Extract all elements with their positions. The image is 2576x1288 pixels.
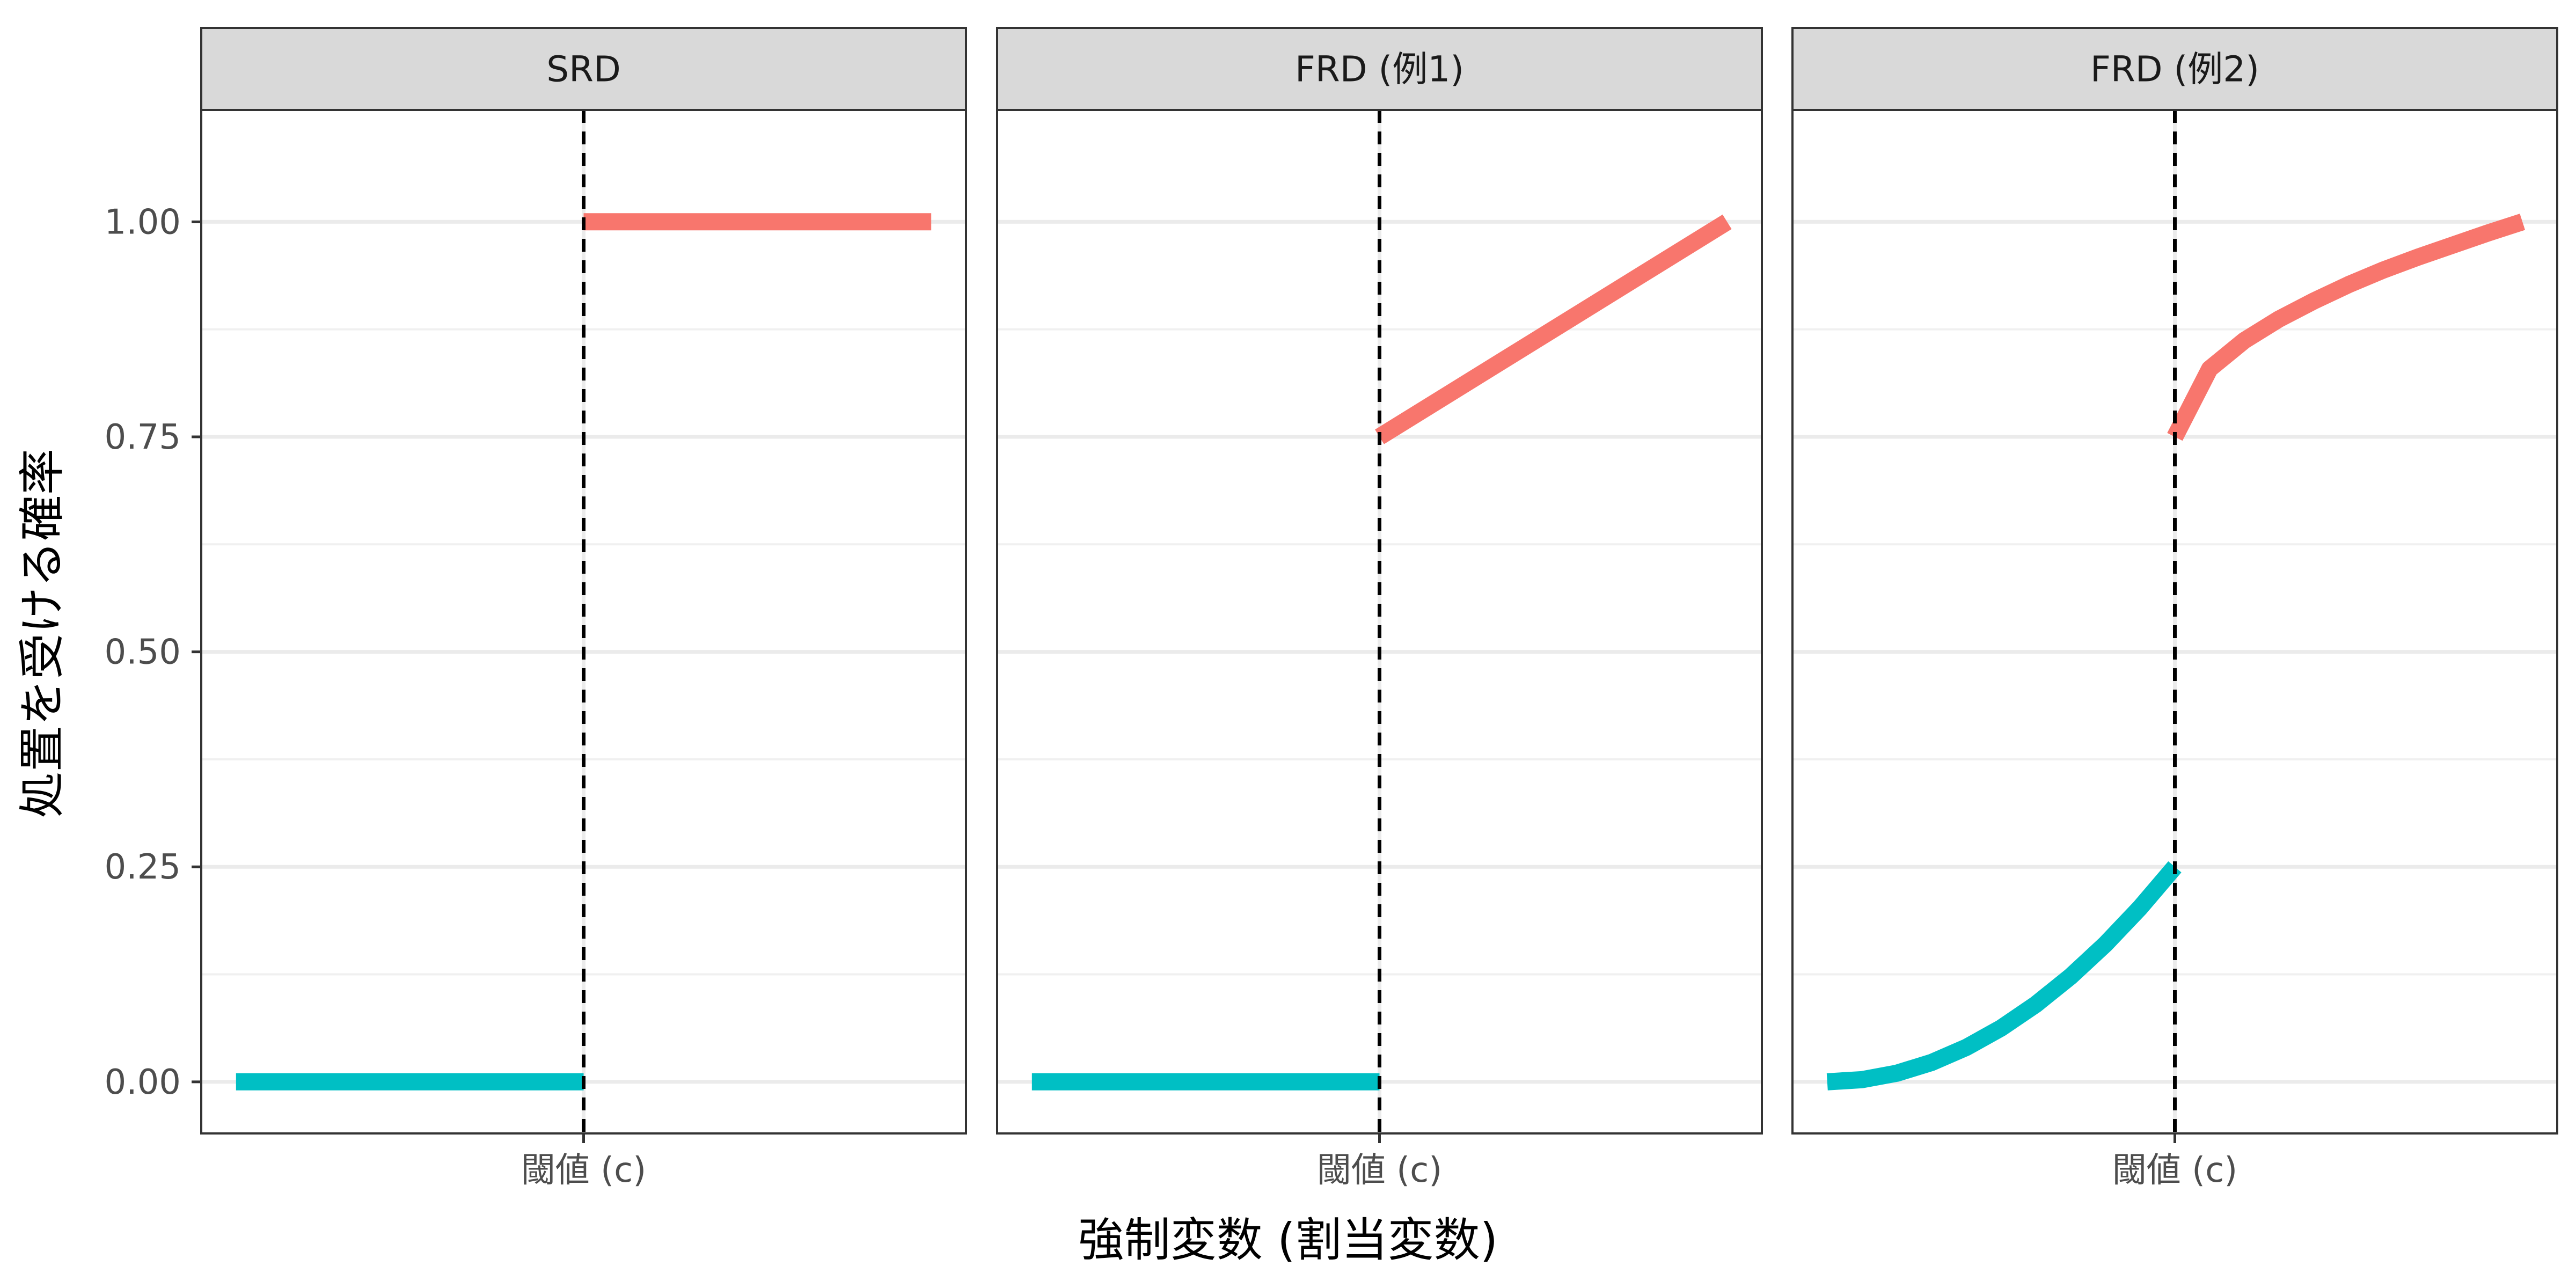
y-tick-label: 1.00 bbox=[105, 202, 181, 242]
y-tick-label: 0.25 bbox=[105, 847, 181, 887]
series-line-above bbox=[2167, 214, 2526, 441]
y-tick-label: 0.00 bbox=[105, 1063, 181, 1102]
facet-strip bbox=[200, 27, 967, 111]
facet-title: SRD bbox=[546, 49, 621, 90]
facet-title: FRD (例2) bbox=[2090, 49, 2259, 90]
x-tick-label: 閾値 (c) bbox=[2112, 1151, 2237, 1190]
panel-1: SRD 閾値 (c) bbox=[200, 27, 967, 1190]
y-tick-label: 0.75 bbox=[105, 418, 181, 457]
facet-title: FRD (例1) bbox=[1295, 49, 1464, 90]
y-axis: 0.00 0.25 0.50 0.75 1.00 bbox=[105, 202, 201, 1102]
panel-3: FRD (例2) 閾値 (c) bbox=[1791, 27, 2558, 1190]
x-axis-title: 強制変数 (割当変数) bbox=[1078, 1213, 1498, 1267]
panels-layer: SRD 閾値 (c) FRD (例1) 閾値 (c) FRD (例2) 閾値 (c) bbox=[200, 27, 2558, 1190]
x-tick-label: 閾値 (c) bbox=[521, 1151, 646, 1190]
panel-2: FRD (例1) 閾値 (c) bbox=[996, 27, 1763, 1190]
series-line-below bbox=[1826, 861, 2182, 1091]
facet-strip bbox=[1791, 27, 2558, 111]
y-tick-label: 0.50 bbox=[105, 633, 181, 672]
y-axis-title: 処置を受ける確率 bbox=[16, 449, 69, 818]
facet-strip bbox=[996, 27, 1763, 111]
series-line-above bbox=[1375, 214, 1732, 444]
x-tick-label: 閾値 (c) bbox=[1317, 1151, 1442, 1190]
